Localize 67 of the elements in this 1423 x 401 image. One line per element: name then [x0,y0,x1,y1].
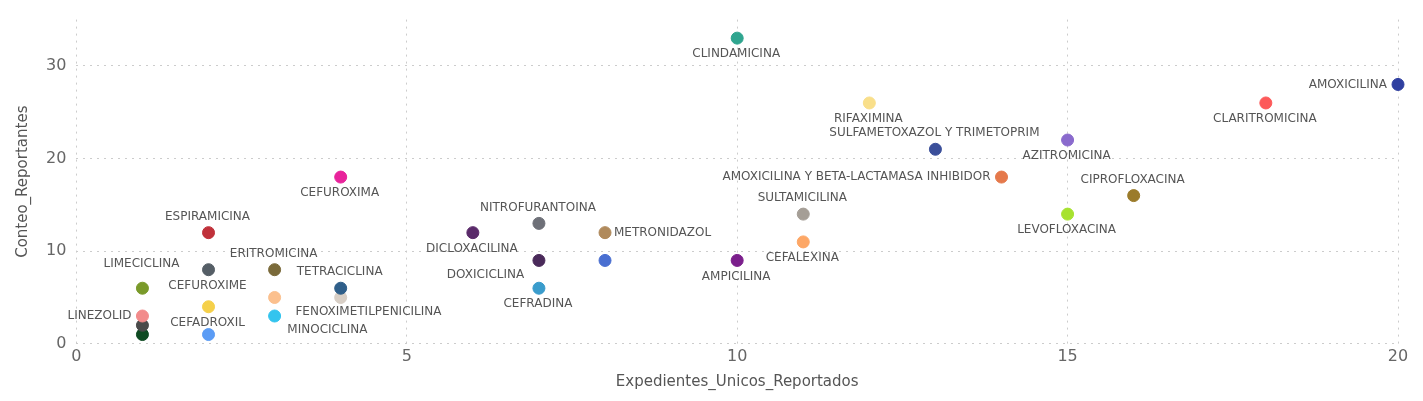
point [135,309,149,323]
point [202,263,216,277]
point [532,281,546,295]
x-tick-label: 20 [1387,345,1409,365]
point [135,281,149,295]
series-label: AMOXICILINA [1308,76,1388,91]
point [1127,189,1141,203]
series-label: CLINDAMICINA [692,46,781,61]
series-label: MINOCICLINA [287,322,369,337]
point [796,235,810,249]
point [268,290,282,304]
series-label: LIMECICLINA [103,256,181,271]
y-tick-label: 30 [46,55,67,75]
point [202,328,216,342]
series-label: CEFADROXIL [170,314,246,329]
point [268,309,282,323]
point [796,207,810,221]
point [928,142,942,156]
series-label: LEVOFLOXACINA [1017,222,1117,237]
y-tick-label: 20 [46,147,67,167]
point [1061,207,1075,221]
series-label: ESPIRAMICINA [165,208,251,223]
x-tick-label: 0 [71,345,82,365]
x-tick-label: 10 [727,345,748,365]
series-label: CEFALEXINA [765,250,840,265]
series-label: DICLOXACILINA [426,240,519,255]
x-tick-label: 15 [1057,345,1078,365]
series-label: FENOXIMETILPENICILINA [295,304,443,319]
series-label: CEFUROXIME [168,277,247,292]
point [730,31,744,45]
point [466,226,480,240]
series-label: SULTAMICILINA [757,190,848,205]
series-label: METRONIDAZOL [614,224,712,239]
series-label: DOXICICLINA [446,266,525,281]
series-label: ERITROMICINA [229,245,319,260]
y-tick-label: 10 [46,240,67,260]
point [1391,77,1405,91]
series-label: AMPICILINA [701,268,772,283]
x-tick-label: 5 [401,345,412,365]
point [334,170,348,184]
point [598,253,612,267]
point [1061,133,1075,147]
point [730,253,744,267]
series-label: NITROFURANTOINA [480,199,597,214]
series-label: SULFAMETOXAZOL Y TRIMETOPRIM [829,125,1040,140]
series-label: TETRACICLINA [295,264,384,279]
point [862,96,876,110]
series-label: LINEZOLID [67,308,132,323]
point [202,300,216,314]
series-label: CLARITROMICINA [1213,111,1318,126]
point [532,216,546,230]
series-label: CIPROFLOXACINA [1080,171,1186,186]
x-axis-title: Expedientes_Unicos_Reportados [615,371,859,391]
series-label: RIFAXIMINA [833,111,904,126]
series-label: AZITROMICINA [1022,148,1112,163]
series-label: AMOXICILINA Y BETA-LACTAMASA INHIBIDOR [722,169,991,184]
point [532,253,546,267]
point [598,226,612,240]
y-axis-title: Conteo_Reportantes [12,105,32,258]
point [995,170,1009,184]
point [202,226,216,240]
point [268,263,282,277]
y-tick-label: 0 [56,332,67,352]
point [334,281,348,295]
series-label: CEFUROXIMA [300,185,380,200]
point [1259,96,1273,110]
series-label: CEFRADINA [503,296,574,311]
